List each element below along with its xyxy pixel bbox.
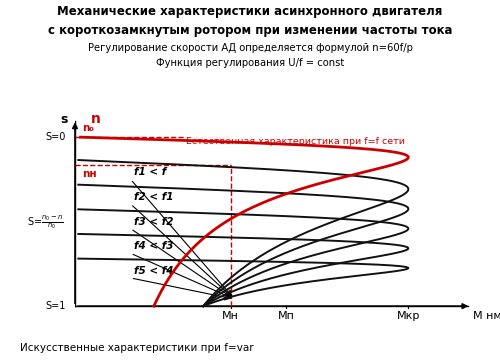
Text: S=0: S=0 [46,132,66,142]
Text: nн: nн [82,169,97,179]
Text: S=1: S=1 [46,301,66,311]
Text: f2 < f1: f2 < f1 [134,192,174,202]
Text: f3 < f2: f3 < f2 [134,216,174,227]
Text: Механические характеристики асинхронного двигателя: Механические характеристики асинхронного… [58,5,442,18]
Text: Искусственные характеристики при f=var: Искусственные характеристики при f=var [20,343,254,353]
Text: n: n [90,112,101,126]
Text: f5 < f4: f5 < f4 [134,266,174,276]
Text: Мн: Мн [222,311,239,320]
Text: f4 < f3: f4 < f3 [134,241,174,251]
Text: S=$\frac{n_0 - n}{n_0}$: S=$\frac{n_0 - n}{n_0}$ [27,212,64,231]
Text: М нм: М нм [473,311,500,320]
Text: Мкр: Мкр [396,311,420,320]
Text: n₀: n₀ [82,123,94,133]
Text: Естественная характеристика при f=f сети: Естественная характеристика при f=f сети [186,137,405,146]
Text: f1 < f: f1 < f [134,167,166,177]
Text: с короткозамкнутым ротором при изменении частоты тока: с короткозамкнутым ротором при изменении… [48,24,452,37]
Text: Функция регулирования U/f = const: Функция регулирования U/f = const [156,58,344,68]
Text: Регулирование скорости АД определяется формулой n=60f/p: Регулирование скорости АД определяется ф… [88,43,412,54]
Text: Мп: Мп [278,311,294,320]
Text: s: s [60,113,68,126]
